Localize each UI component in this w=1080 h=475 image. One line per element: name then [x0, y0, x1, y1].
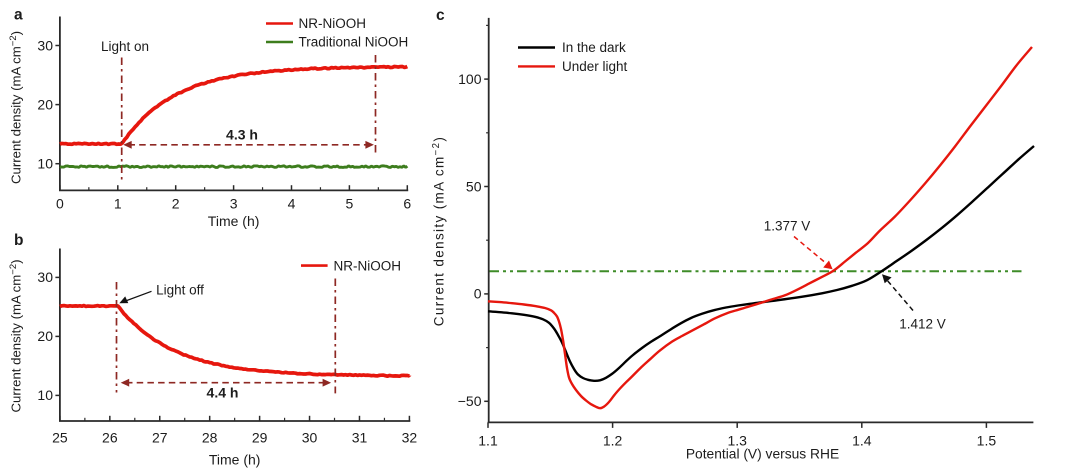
svg-text:1.5: 1.5: [977, 433, 997, 449]
svg-text:5: 5: [346, 196, 354, 212]
svg-text:1.377 V: 1.377 V: [764, 219, 811, 234]
svg-text:0: 0: [56, 196, 64, 212]
svg-text:Time (h): Time (h): [208, 213, 260, 229]
svg-text:1: 1: [114, 196, 122, 212]
svg-text:10: 10: [37, 156, 53, 172]
svg-text:Current density (mA cm−2): Current density (mA cm−2): [431, 136, 446, 326]
svg-text:1.1: 1.1: [478, 433, 498, 449]
svg-text:50: 50: [466, 178, 482, 194]
svg-text:4.3 h: 4.3 h: [226, 127, 258, 143]
svg-text:b: b: [14, 232, 23, 249]
svg-text:25: 25: [52, 429, 68, 445]
svg-text:−50: −50: [458, 393, 482, 409]
svg-text:3: 3: [230, 196, 238, 212]
svg-text:10: 10: [37, 387, 53, 403]
svg-text:20: 20: [37, 96, 53, 112]
svg-text:20: 20: [37, 328, 53, 344]
svg-text:1.3: 1.3: [727, 433, 747, 449]
svg-text:a: a: [14, 7, 23, 24]
svg-text:30: 30: [37, 269, 53, 285]
svg-text:NR-NiOOH: NR-NiOOH: [334, 258, 402, 273]
svg-text:Current density (mA cm−2): Current density (mA cm−2): [8, 31, 23, 184]
svg-text:100: 100: [458, 71, 482, 87]
svg-text:1.2: 1.2: [603, 433, 623, 449]
svg-text:1.412 V: 1.412 V: [899, 317, 946, 332]
svg-text:4.4 h: 4.4 h: [207, 385, 239, 401]
svg-text:Light on: Light on: [101, 39, 149, 54]
svg-text:28: 28: [202, 429, 218, 445]
svg-text:In the dark: In the dark: [562, 40, 626, 55]
svg-text:26: 26: [102, 429, 118, 445]
svg-text:30: 30: [302, 429, 318, 445]
svg-text:30: 30: [37, 37, 53, 53]
svg-text:c: c: [436, 7, 445, 24]
svg-text:Light off: Light off: [156, 283, 204, 298]
svg-text:29: 29: [252, 429, 268, 445]
svg-text:1.4: 1.4: [852, 433, 872, 449]
svg-text:Current density (mA cm−2): Current density (mA cm−2): [8, 259, 23, 412]
svg-text:Under light: Under light: [562, 59, 628, 74]
svg-text:0: 0: [474, 286, 482, 302]
svg-text:2: 2: [172, 196, 180, 212]
svg-text:4: 4: [288, 196, 296, 212]
svg-text:Potential (V) versus RHE: Potential (V) versus RHE: [686, 446, 839, 461]
svg-text:Time (h): Time (h): [209, 452, 261, 468]
svg-text:6: 6: [403, 196, 411, 212]
svg-text:NR-NiOOH: NR-NiOOH: [299, 16, 367, 31]
svg-text:Traditional NiOOH: Traditional NiOOH: [299, 35, 409, 50]
svg-text:31: 31: [352, 429, 368, 445]
svg-text:32: 32: [402, 429, 418, 445]
svg-text:27: 27: [152, 429, 168, 445]
